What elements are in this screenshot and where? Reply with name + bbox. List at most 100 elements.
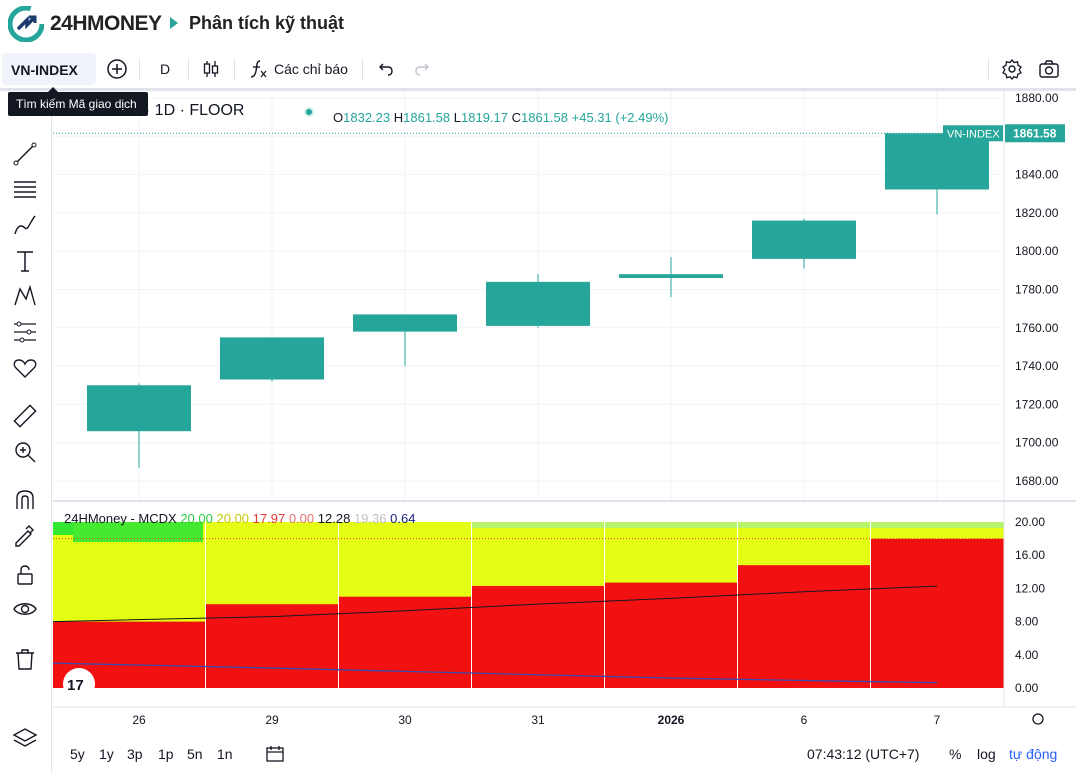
zoom-in-icon[interactable] (12, 439, 38, 465)
ohlc-legend: O1832.23 H1861.58 L1819.17 C1861.58 +45.… (333, 110, 669, 125)
indicator-tick-label: 12.00 (1015, 581, 1045, 595)
toolbar-divider (362, 58, 363, 80)
mcdx-red-bar (205, 604, 339, 688)
price-tick-label: 1720.00 (1015, 397, 1059, 411)
mcdx-indicator-group (53, 522, 1004, 688)
toolbar-divider (139, 58, 140, 80)
time-tick-label: 6 (801, 713, 808, 727)
mcdx-red-bar (870, 538, 1004, 688)
object-tree-layers-icon[interactable] (12, 725, 38, 751)
time-tick-label: 29 (265, 713, 279, 727)
toolbar-divider (234, 58, 235, 80)
last-price-value-label: 1861.58 (1013, 126, 1057, 140)
candle-body (486, 281, 590, 326)
indicator-tick-label: 4.00 (1015, 648, 1039, 662)
indicator-tick-label: 16.00 (1015, 548, 1045, 562)
price-tick-label: 1800.00 (1015, 244, 1059, 258)
high-label: H (393, 110, 404, 125)
indicator-value-5: 12.28 (317, 511, 351, 526)
grid-lines (53, 91, 1076, 502)
indicator-tick-label: 8.00 (1015, 615, 1039, 629)
trend-line-tool-icon[interactable] (12, 141, 38, 167)
date-range-calendar-icon[interactable] (265, 745, 285, 763)
indicators-fx-icon[interactable] (248, 58, 270, 80)
toolbar-divider (188, 58, 189, 80)
candle-body (752, 220, 856, 259)
favorites-heart-icon[interactable] (12, 355, 38, 381)
magnet-icon[interactable] (12, 487, 38, 513)
time-tick-label: 31 (531, 713, 545, 727)
bottom-bar: 5y 1y 3p 1p 5n 1n 07:43:12 (UTC+7) % log tự đ… (53, 736, 1076, 772)
candle-body (87, 385, 191, 432)
mcdx-green-block (53, 522, 73, 535)
last-price-value-tag (1005, 124, 1065, 143)
undo-icon[interactable] (374, 58, 396, 80)
low-label: L (453, 110, 461, 125)
percent-scale-toggle[interactable]: % (949, 746, 962, 762)
range-button-5n[interactable]: 5n (187, 746, 203, 762)
indicator-value-6: 19.36 (353, 511, 387, 526)
range-button-3p[interactable]: 3p (127, 746, 143, 762)
mcdx-red-bar (471, 585, 605, 688)
range-button-5y[interactable]: 5y (70, 746, 85, 762)
price-tick-label: 1820.00 (1015, 206, 1059, 220)
prediction-tool-icon[interactable] (12, 319, 38, 345)
brush-tool-icon[interactable] (12, 212, 38, 238)
open-label: O (333, 110, 344, 125)
indicator-value-3: 17.97 (252, 511, 286, 526)
eye-visibility-icon[interactable] (12, 596, 38, 622)
price-tick-label: 1880.00 (1015, 91, 1059, 105)
chart-canvas[interactable]: 1880.001860.001840.001820.001800.001780.… (53, 91, 1076, 736)
market-status-dot-icon (304, 107, 314, 117)
horizontal-lines-tool-icon[interactable] (12, 176, 38, 202)
mcdx-green-band (870, 522, 1004, 528)
logo[interactable]: 24HMONEY (8, 6, 162, 42)
pattern-tool-icon[interactable] (12, 283, 38, 309)
text-tool-icon[interactable] (12, 248, 38, 274)
last-price-symbol-tag (943, 125, 1003, 142)
indicator-value-4: 0.00 (288, 511, 315, 526)
close-label: C (511, 110, 522, 125)
candle-body (885, 133, 989, 190)
logo-text: 24HMONEY (50, 12, 162, 35)
candle-body (220, 337, 324, 380)
time-tick-label: 2026 (658, 713, 685, 727)
mcdx-green-band (604, 522, 738, 528)
price-tick-label: 1840.00 (1015, 168, 1059, 182)
price-tick-label: 1680.00 (1015, 474, 1059, 488)
candle-body (619, 274, 723, 279)
mcdx-green-band (471, 522, 605, 528)
auto-scale-toggle[interactable]: tự động (1009, 746, 1058, 762)
chart-toolbar: VN-INDEX D Các chỉ báo (0, 50, 1076, 88)
mcdx-line-blue (53, 662, 938, 684)
time-tick-label: 26 (132, 713, 146, 727)
add-symbol-icon[interactable] (106, 58, 128, 80)
clock-timezone[interactable]: 07:43:12 (UTC+7) (807, 746, 920, 762)
header: 24HMONEY Phân tích kỹ thuật (0, 0, 1076, 50)
logo-mark-icon (8, 6, 44, 42)
range-button-1y[interactable]: 1y (99, 746, 114, 762)
log-scale-toggle[interactable]: log (977, 746, 996, 762)
redo-icon[interactable] (412, 58, 434, 80)
symbol-search-button[interactable]: VN-INDEX (2, 53, 96, 85)
indicators-button[interactable]: Các chỉ báo (274, 61, 348, 77)
toolbar-divider (988, 58, 989, 80)
lock-drawing-pencil-icon[interactable] (12, 523, 38, 549)
range-button-1p[interactable]: 1p (158, 746, 174, 762)
axes-group: 1880.001860.001840.001820.001800.001780.… (53, 91, 1076, 727)
ruler-tool-icon[interactable] (12, 403, 38, 429)
trash-icon[interactable] (12, 646, 38, 672)
interval-button[interactable]: D (160, 61, 171, 77)
drawing-toolbar (0, 91, 52, 772)
indicator-legend[interactable]: 24HMoney - MCDX 20.00 20.00 17.97 0.00 1… (64, 511, 415, 526)
range-button-1n[interactable]: 1n (217, 746, 233, 762)
candles-chart-type-icon[interactable] (200, 58, 222, 80)
tradingview-logo-icon (63, 668, 95, 700)
symbol-search-tooltip: Tìm kiếm Mã giao dịch (8, 87, 148, 116)
indicator-name: 24HMoney - MCDX (64, 511, 177, 526)
lock-icon[interactable] (12, 562, 38, 588)
low-value: 1819.17 (461, 110, 508, 125)
screenshot-camera-icon[interactable] (1038, 58, 1060, 80)
settings-gear-icon[interactable] (1001, 58, 1023, 80)
candles-group (87, 133, 989, 468)
